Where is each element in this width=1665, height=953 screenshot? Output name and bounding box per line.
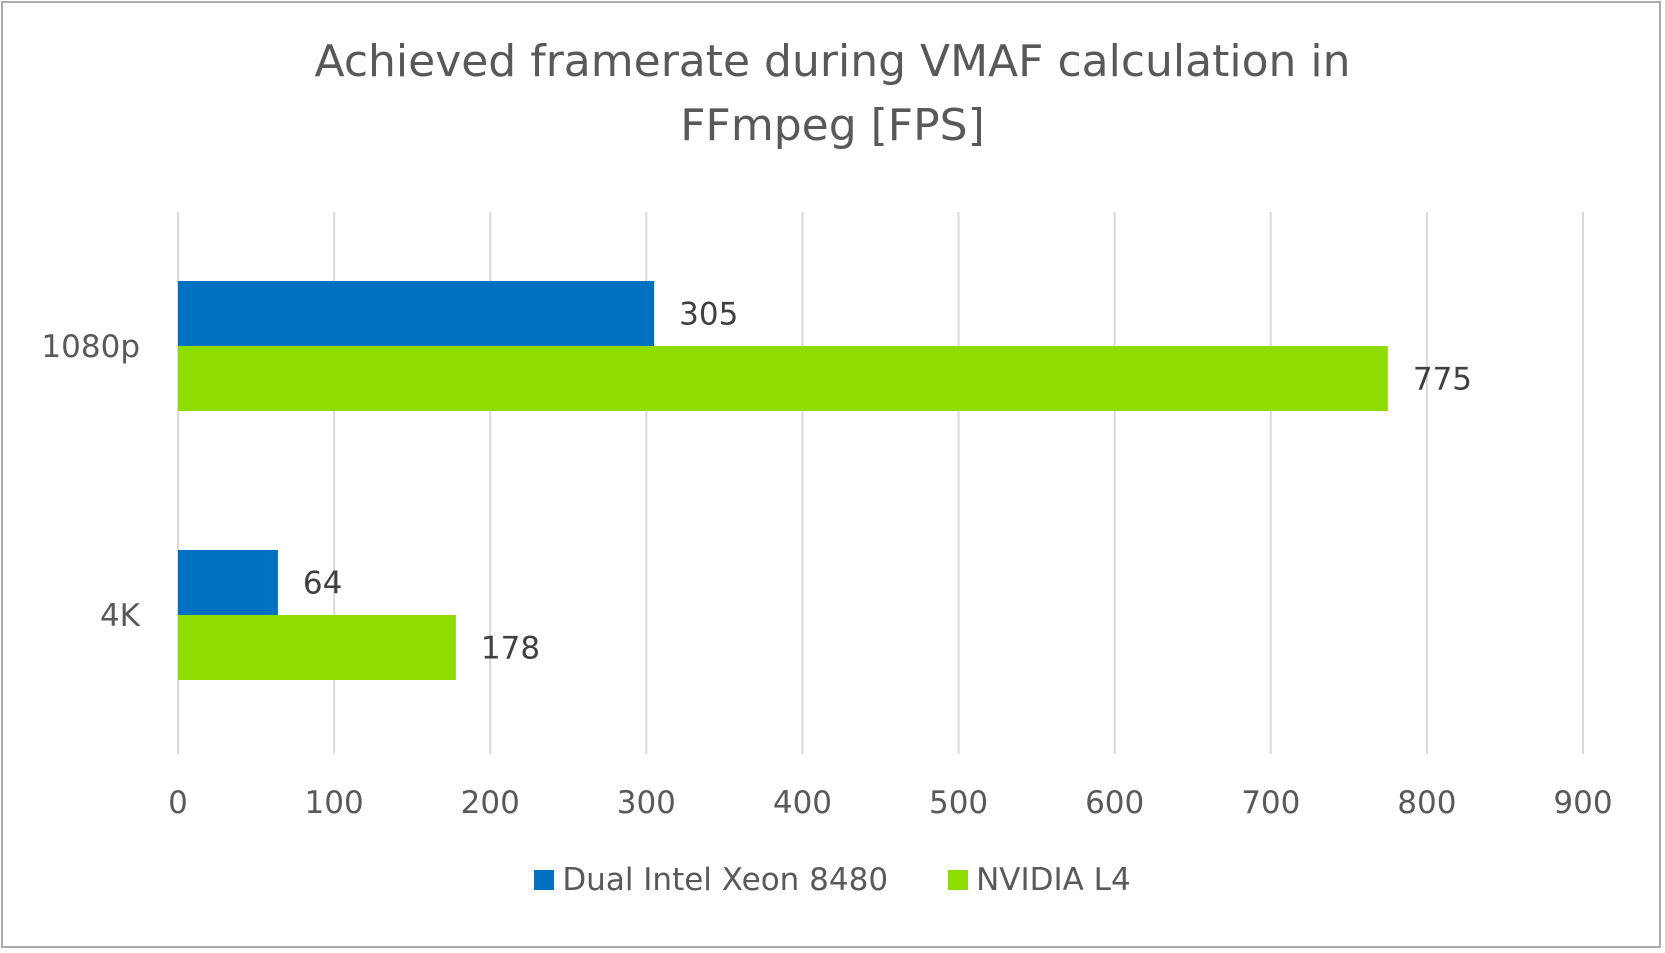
x-tick-label: 600 [1085, 785, 1144, 821]
x-tick-label: 200 [461, 785, 520, 821]
legend-item-xeon: Dual Intel Xeon 8480 [534, 862, 888, 898]
category-label: 4K [100, 598, 141, 634]
bar [178, 615, 456, 680]
legend-label-xeon: Dual Intel Xeon 8480 [562, 862, 889, 898]
legend-swatch-l4 [948, 870, 969, 890]
data-label: 64 [303, 566, 342, 602]
x-tick-label: 900 [1553, 785, 1612, 821]
x-tick-label: 0 [168, 785, 188, 821]
chart-title-line-1: Achieved framerate during VMAF calculati… [314, 36, 1351, 87]
chart-title-line-2: FFmpeg [FPS] [680, 100, 985, 151]
bar [178, 346, 1388, 411]
bar [178, 281, 655, 346]
bar [178, 550, 278, 615]
data-label: 305 [679, 297, 738, 333]
x-tick-label: 300 [617, 785, 676, 821]
chart-title: Achieved framerate during VMAF calculati… [0, 30, 1665, 158]
legend-swatch-xeon [534, 870, 555, 890]
category-label: 1080p [41, 329, 140, 365]
data-label: 775 [1413, 362, 1472, 398]
x-tick-label: 700 [1241, 785, 1300, 821]
x-tick-label: 400 [773, 785, 832, 821]
x-tick-label: 500 [929, 785, 988, 821]
legend-label-l4: NVIDIA L4 [976, 862, 1131, 898]
x-tick-label: 100 [305, 785, 364, 821]
x-tick-label: 800 [1397, 785, 1456, 821]
legend-item-l4: NVIDIA L4 [948, 862, 1131, 898]
legend: Dual Intel Xeon 8480 NVIDIA L4 [0, 862, 1665, 898]
data-label: 178 [481, 631, 540, 667]
